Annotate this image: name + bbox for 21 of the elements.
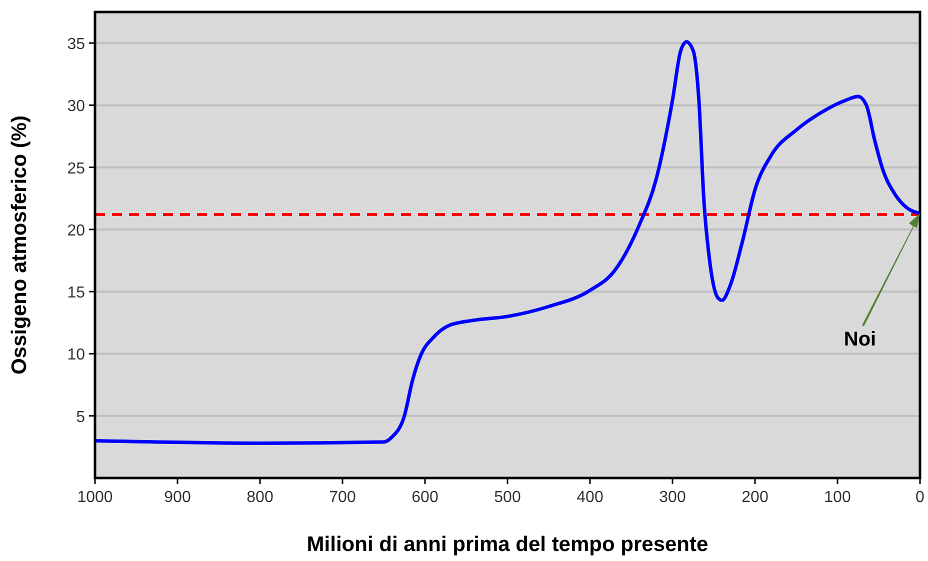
y-tick-label: 25 [67,160,86,178]
x-tick-label: 900 [164,489,191,506]
x-tick-label: 0 [916,489,925,506]
x-tick-label: 300 [659,489,686,506]
x-tick-label: 600 [412,489,438,506]
x-tick-label: 400 [576,489,604,506]
y-tick-label: 5 [76,408,86,426]
y-axis-title: Ossigeno atmosferico (%) [8,115,31,375]
y-tick-label: 10 [67,346,86,364]
x-tick-label: 700 [329,489,356,506]
x-tick-label: 500 [494,489,521,506]
y-tick-label: 20 [67,222,86,240]
x-tick-label: 800 [246,489,274,506]
y-tick-label: 30 [67,98,86,116]
y-tick-label: 15 [67,284,86,302]
x-axis-title: Milioni di anni prima del tempo presente [306,533,708,556]
annotation: Noi [844,328,876,350]
y-tick-label: 35 [67,36,86,54]
x-tick-label: 200 [742,489,768,506]
x-tick-label: 100 [824,489,851,506]
x-tick-label: 1000 [77,489,113,506]
